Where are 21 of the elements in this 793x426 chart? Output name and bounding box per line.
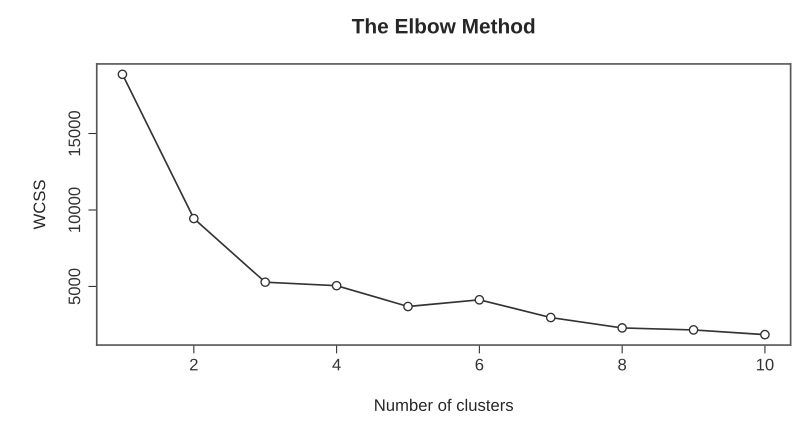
chart-title: The Elbow Method (352, 18, 534, 34)
x-axis-title: Number of clusters (375, 398, 514, 412)
point (688, 325, 698, 335)
y-tick-label: 5000 (68, 268, 80, 304)
x-tick-label: 10 (756, 358, 774, 370)
point (403, 302, 413, 312)
point (617, 323, 628, 333)
point (260, 277, 270, 288)
point (118, 69, 128, 80)
point (188, 214, 199, 224)
y-tick-label: 15000 (68, 110, 80, 156)
point (332, 280, 342, 291)
x-tick-label: 8 (618, 358, 626, 370)
y-axis-title: WCSS (33, 180, 46, 230)
point (760, 330, 770, 340)
point (546, 312, 556, 322)
x-tick-label: 2 (190, 358, 198, 370)
point (474, 294, 484, 305)
y-tick-label: 10000 (68, 187, 80, 232)
x-tick-label: 4 (332, 358, 341, 370)
x-tick-label: 6 (476, 358, 484, 370)
